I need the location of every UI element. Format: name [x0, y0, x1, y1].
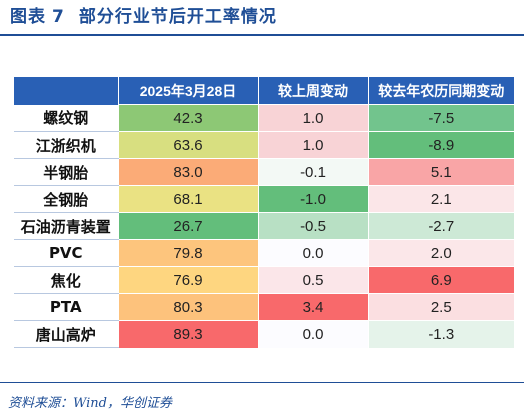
cell-yoy-change: -7.5: [368, 104, 514, 132]
figure-title-prefix: 图表: [10, 7, 46, 27]
cell-rate: 26.7: [118, 212, 259, 240]
header-row: 2025年3月28日 较上周变动 较去年农历同期变动: [14, 77, 514, 105]
cell-weekly-change: 0.0: [258, 320, 369, 348]
cell-rate: 68.1: [118, 185, 259, 213]
cell-weekly-change: 0.0: [258, 239, 369, 267]
cell-yoy-change: -8.9: [368, 131, 514, 159]
row-label: 唐山高炉: [14, 320, 119, 348]
figure-title-text: 部分行业节后开工率情况: [78, 7, 277, 27]
row-label: PTA: [14, 293, 119, 321]
cell-weekly-change: -0.1: [258, 158, 369, 186]
table-row: 全钢胎 68.1 -1.0 2.1: [14, 185, 514, 213]
cell-weekly-change: 1.0: [258, 104, 369, 132]
table-row: 焦化 76.9 0.5 6.9: [14, 266, 514, 294]
cell-rate: 42.3: [118, 104, 259, 132]
cell-rate: 89.3: [118, 320, 259, 348]
cell-yoy-change: 6.9: [368, 266, 514, 294]
header-yoy-lunar-change: 较去年农历同期变动: [368, 77, 514, 105]
cell-yoy-change: 2.5: [368, 293, 514, 321]
row-label: 石油沥青装置: [14, 212, 119, 240]
source-divider: [0, 382, 524, 383]
cell-weekly-change: -1.0: [258, 185, 369, 213]
table-row: 石油沥青装置 26.7 -0.5 -2.7: [14, 212, 514, 240]
cell-weekly-change: 3.4: [258, 293, 369, 321]
table-row: PTA 80.3 3.4 2.5: [14, 293, 514, 321]
cell-yoy-change: 5.1: [368, 158, 514, 186]
row-label: PVC: [14, 239, 119, 267]
header-date: 2025年3月28日: [118, 77, 259, 105]
cell-rate: 80.3: [118, 293, 259, 321]
table-row: 半钢胎 83.0 -0.1 5.1: [14, 158, 514, 186]
cell-weekly-change: 0.5: [258, 266, 369, 294]
table-row: 唐山高炉 89.3 0.0 -1.3: [14, 320, 514, 348]
cell-rate: 79.8: [118, 239, 259, 267]
header-weekly-change: 较上周变动: [258, 77, 369, 105]
row-label: 全钢胎: [14, 185, 119, 213]
data-table: 2025年3月28日 较上周变动 较去年农历同期变动 螺纹钢 42.3 1.0 …: [14, 77, 514, 348]
row-label: 江浙织机: [14, 131, 119, 159]
cell-weekly-change: -0.5: [258, 212, 369, 240]
cell-yoy-change: -2.7: [368, 212, 514, 240]
cell-yoy-change: 2.0: [368, 239, 514, 267]
table-row: 江浙织机 63.6 1.0 -8.9: [14, 131, 514, 159]
cell-yoy-change: -1.3: [368, 320, 514, 348]
source-note: 资料来源：Wind，华创证券: [8, 396, 172, 411]
table-row: 螺纹钢 42.3 1.0 -7.5: [14, 104, 514, 132]
cell-rate: 76.9: [118, 266, 259, 294]
cell-rate: 63.6: [118, 131, 259, 159]
title-divider: [0, 34, 524, 36]
table-row: PVC 79.8 0.0 2.0: [14, 239, 514, 267]
header-blank: [14, 77, 119, 105]
row-label: 螺纹钢: [14, 104, 119, 132]
cell-weekly-change: 1.0: [258, 131, 369, 159]
figure-number: 7: [52, 7, 65, 27]
figure-title: 图表 7 部分行业节后开工率情况: [10, 4, 277, 30]
row-label: 半钢胎: [14, 158, 119, 186]
cell-yoy-change: 2.1: [368, 185, 514, 213]
row-label: 焦化: [14, 266, 119, 294]
cell-rate: 83.0: [118, 158, 259, 186]
